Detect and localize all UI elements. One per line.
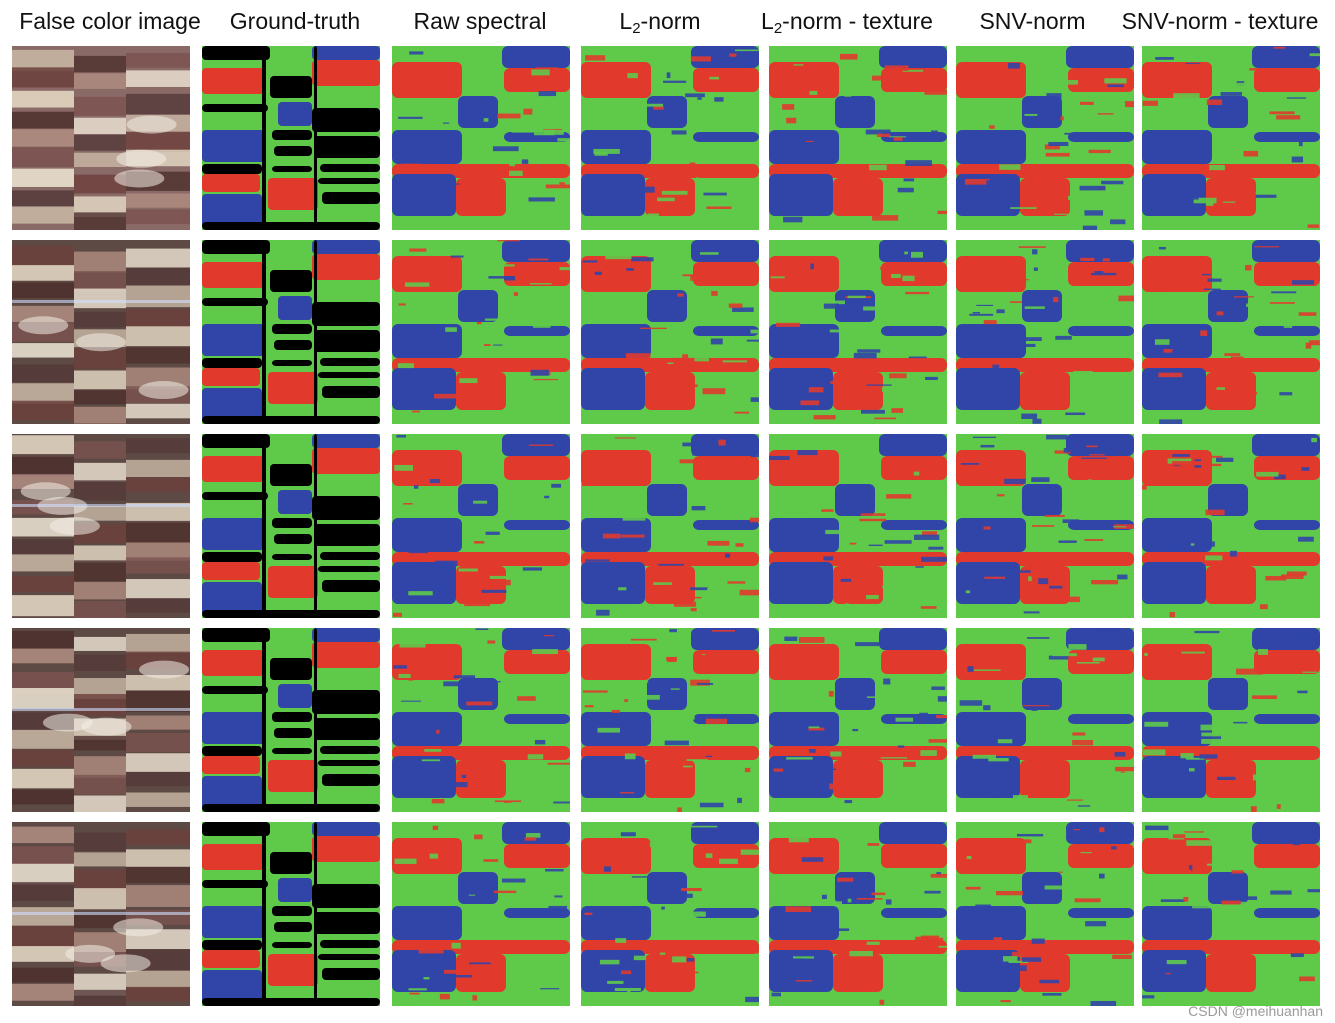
col-label-l2-norm-texture: L2-norm - texture bbox=[761, 8, 933, 37]
snv-norm-tile bbox=[956, 46, 1134, 230]
l2-norm-tile bbox=[581, 240, 759, 424]
snv-norm-tile bbox=[956, 240, 1134, 424]
snv-norm-texture-tile bbox=[1142, 240, 1320, 424]
l2-norm-tile bbox=[581, 434, 759, 618]
raw-spectral-tile bbox=[392, 822, 570, 1006]
false-color-tile bbox=[12, 822, 190, 1006]
snv-norm-texture-tile bbox=[1142, 434, 1320, 618]
ground-truth-tile bbox=[202, 628, 380, 812]
col-label-ground-truth: Ground-truth bbox=[229, 8, 361, 34]
col-label-snv-norm: SNV-norm bbox=[979, 8, 1086, 34]
col-label-raw-spectral: Raw spectral bbox=[413, 8, 547, 34]
l2-norm-tile bbox=[581, 46, 759, 230]
col-label-l2-norm: L2-norm bbox=[619, 8, 701, 37]
snv-norm-tile bbox=[956, 434, 1134, 618]
l2-norm-texture-tile bbox=[769, 46, 947, 230]
snv-norm-tile bbox=[956, 628, 1134, 812]
false-color-tile bbox=[12, 240, 190, 424]
false-color-tile bbox=[12, 628, 190, 812]
false-color-tile bbox=[12, 46, 190, 230]
ground-truth-tile bbox=[202, 46, 380, 230]
l2-norm-texture-tile bbox=[769, 628, 947, 812]
col-label-false-color: False color image bbox=[19, 8, 201, 34]
l2-norm-texture-tile bbox=[769, 240, 947, 424]
watermark: CSDN @meihuanhan bbox=[1188, 1003, 1323, 1019]
l2-norm-texture-tile bbox=[769, 822, 947, 1006]
raw-spectral-tile bbox=[392, 434, 570, 618]
snv-norm-texture-tile bbox=[1142, 822, 1320, 1006]
snv-norm-texture-tile bbox=[1142, 46, 1320, 230]
ground-truth-tile bbox=[202, 434, 380, 618]
false-color-tile bbox=[12, 434, 190, 618]
ground-truth-tile bbox=[202, 240, 380, 424]
snv-norm-texture-tile bbox=[1142, 628, 1320, 812]
l2-norm-tile bbox=[581, 822, 759, 1006]
snv-norm-tile bbox=[956, 822, 1134, 1006]
raw-spectral-tile bbox=[392, 628, 570, 812]
raw-spectral-tile bbox=[392, 46, 570, 230]
ground-truth-tile bbox=[202, 822, 380, 1006]
l2-norm-texture-tile bbox=[769, 434, 947, 618]
raw-spectral-tile bbox=[392, 240, 570, 424]
col-label-snv-norm-texture: SNV-norm - texture bbox=[1121, 8, 1319, 34]
l2-norm-tile bbox=[581, 628, 759, 812]
